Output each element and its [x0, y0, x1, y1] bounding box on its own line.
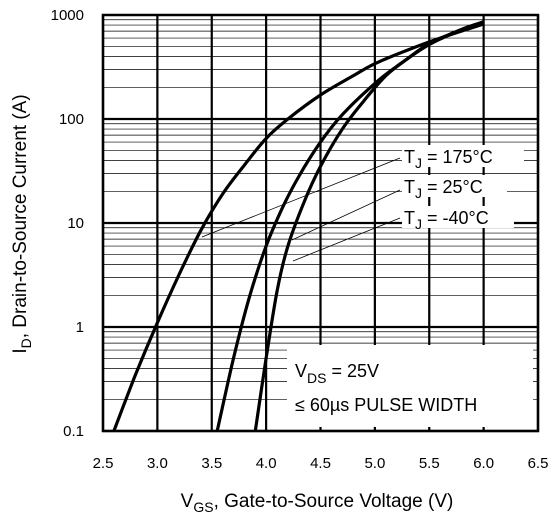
- leader-175c: [201, 157, 401, 238]
- plot-frame: [101, 13, 540, 433]
- condition-pulse-width: ≤ 60µs PULSE WIDTH: [295, 395, 477, 415]
- label-bg-minus40c: [402, 206, 514, 228]
- x-tick-label: 5.5: [419, 455, 440, 472]
- curve-labels: TJ = 175°C TJ = 25°C TJ = -40°C: [402, 145, 524, 232]
- label-bg-25c: [402, 175, 507, 197]
- x-tick-labels: 2.5 3.0 3.5 4.0 4.5 5.0 5.5 6.0 6.5: [93, 455, 549, 472]
- y-tick-label: 10: [67, 215, 84, 232]
- y-axis-title: ID, Drain-to-Source Current (A): [10, 94, 34, 353]
- label-tj-175c: TJ = 175°C: [404, 147, 493, 171]
- condition-vds: VDS = 25V: [295, 361, 379, 386]
- x-axis-title: VGS, Gate-to-Source Voltage (V): [181, 491, 454, 515]
- leader-25c: [291, 189, 401, 241]
- y-tick-label: 1000: [51, 7, 84, 24]
- y-tick-labels: 0.1 1 10 100 1000: [51, 7, 84, 440]
- y-tick-label: 1: [76, 319, 84, 336]
- x-tick-label: 3.5: [201, 455, 222, 472]
- x-tick-label: 6.5: [528, 455, 549, 472]
- leader-minus40c: [292, 217, 401, 262]
- y-tick-label: 100: [59, 111, 84, 128]
- x-tick-label: 6.0: [473, 455, 494, 472]
- series-layer: [112, 20, 485, 432]
- label-bg-175c: [402, 145, 524, 167]
- series-line-2: [253, 20, 485, 432]
- condition-box: VDS = 25V ≤ 60µs PULSE WIDTH: [287, 345, 533, 427]
- x-tick-label: 4.0: [256, 455, 277, 472]
- x-tick-label: 4.5: [310, 455, 331, 472]
- series-line-0: [112, 22, 485, 432]
- annotation-leaders: [201, 157, 401, 262]
- x-tick-label: 2.5: [93, 455, 114, 472]
- label-tj-25c: TJ = 25°C: [404, 177, 483, 201]
- label-tj-minus40c: TJ = -40°C: [404, 208, 489, 232]
- x-tick-label: 3.0: [147, 455, 168, 472]
- y-tick-label: 0.1: [63, 423, 84, 440]
- x-tick-label: 5.0: [364, 455, 385, 472]
